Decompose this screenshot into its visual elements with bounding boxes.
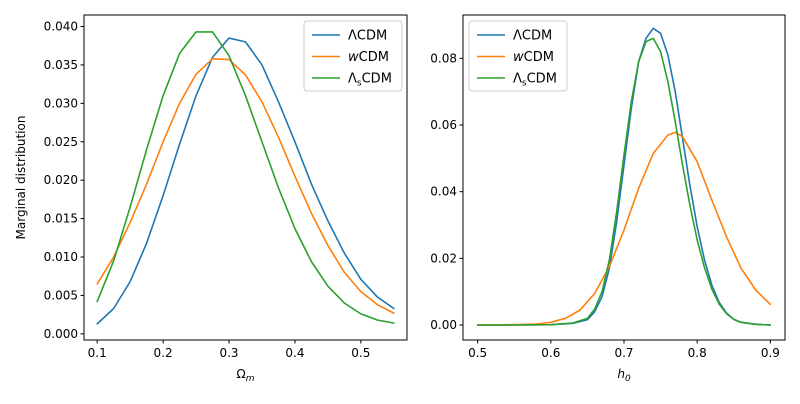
y-tick-label: 0.000 bbox=[44, 327, 78, 341]
x-tick-label: 0.8 bbox=[688, 346, 707, 360]
y-tick-label: 0.08 bbox=[430, 51, 457, 65]
y-tick-label: 0.035 bbox=[44, 58, 78, 72]
y-tick-label: 0.010 bbox=[44, 250, 78, 264]
series-line-3 bbox=[476, 37, 772, 326]
legend: ΛCDM wCDM ΛsCDM bbox=[468, 20, 568, 92]
y-tick-label: 0.040 bbox=[44, 20, 78, 34]
legend-frame bbox=[468, 20, 568, 92]
x-axis-label: h0 bbox=[617, 367, 631, 384]
y-tick-label: 0.02 bbox=[430, 251, 457, 265]
series-line-2 bbox=[476, 131, 772, 326]
x-tick-label: 0.4 bbox=[285, 346, 304, 360]
y-tick-label: 0.005 bbox=[44, 288, 78, 302]
legend: ΛCDM wCDM ΛsCDM bbox=[303, 20, 403, 92]
legend-label: wCDM bbox=[348, 50, 389, 65]
legend-label: wCDM bbox=[513, 50, 554, 65]
y-axis-label: Marginal distribution bbox=[14, 116, 28, 240]
series-line-2 bbox=[96, 57, 395, 314]
x-axis-label: Ωm bbox=[237, 367, 255, 384]
legend-label: ΛCDM bbox=[348, 29, 387, 44]
x-tick-label: 0.1 bbox=[88, 346, 107, 360]
plot-frame bbox=[83, 14, 408, 341]
x-tick-label: 0.7 bbox=[614, 346, 633, 360]
legend-frame bbox=[303, 20, 403, 92]
x-tick-label: 0.3 bbox=[219, 346, 238, 360]
y-tick-label: 0.020 bbox=[44, 173, 78, 187]
panel-2: 0.5 0.6 0.7 0.8 0.9 0.00 0.02 0.04 0.06 0.08 h0 ΛCD… bbox=[430, 14, 786, 384]
x-tick-label: 0.9 bbox=[761, 346, 780, 360]
x-tick-label: 0.5 bbox=[351, 346, 370, 360]
y-tick-label: 0.025 bbox=[44, 135, 78, 149]
legend-label: ΛsCDM bbox=[348, 72, 392, 89]
legend-label: ΛCDM bbox=[513, 29, 552, 44]
legend-label: ΛsCDM bbox=[513, 72, 557, 89]
y-tick-label: 0.00 bbox=[430, 318, 457, 332]
panel-1: 0.1 0.2 0.3 0.4 0.5 0.000 0.005 0.010 0.015 0.020… bbox=[14, 14, 408, 384]
x-tick-label: 0.2 bbox=[154, 346, 173, 360]
x-tick-label: 0.6 bbox=[541, 346, 560, 360]
y-tick-label: 0.04 bbox=[430, 185, 457, 199]
y-tick-label: 0.015 bbox=[44, 212, 78, 226]
series-line-3 bbox=[96, 31, 395, 324]
y-tick-label: 0.06 bbox=[430, 118, 457, 132]
x-tick-label: 0.5 bbox=[468, 346, 487, 360]
y-tick-label: 0.030 bbox=[44, 96, 78, 110]
series-line-1 bbox=[96, 37, 395, 325]
